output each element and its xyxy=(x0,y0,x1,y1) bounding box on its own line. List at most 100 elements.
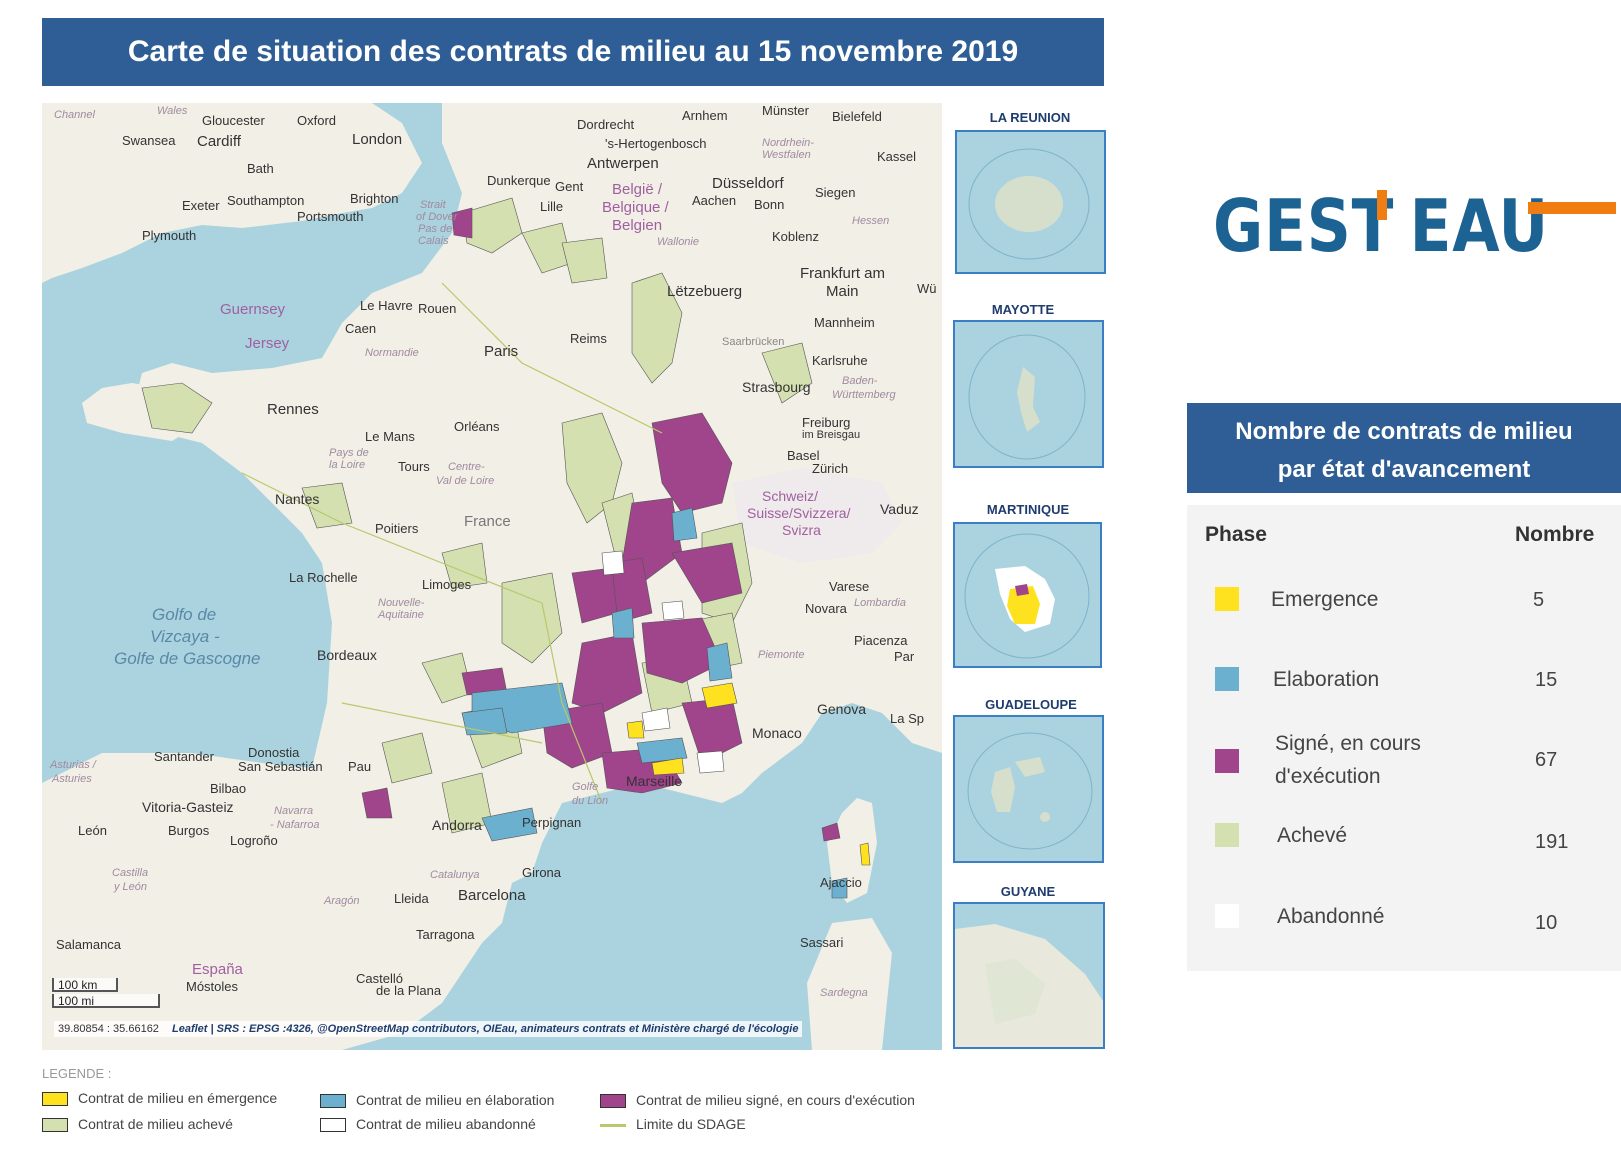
map-label-poitiers: Poitiers xyxy=(375,521,419,536)
contract-areas-signe xyxy=(361,207,841,842)
legend-swatch xyxy=(600,1094,626,1109)
map-label-donostia: Donostia xyxy=(248,745,300,760)
map-label-pau: Pau xyxy=(348,759,372,774)
map-label-wallonie: Wallonie xyxy=(657,236,699,248)
scale-mi: 100 mi xyxy=(52,994,160,1008)
inset-martinique[interactable] xyxy=(953,522,1102,668)
map-label-espana: España xyxy=(192,961,243,978)
logo-text: GEST EAU xyxy=(1213,184,1550,268)
map-label-san-sebastian: San Sebastián xyxy=(238,759,323,774)
map-label-catalunya: Catalunya xyxy=(430,869,480,881)
map-label-svizra: Svizra xyxy=(782,522,821,538)
map-label-london: London xyxy=(352,131,403,148)
inset-title-martinique: MARTINIQUE xyxy=(986,502,1070,517)
map-label-belgique: Belgique / xyxy=(602,199,669,216)
map-label-breisgau: im Breisgau xyxy=(802,429,861,441)
mayotte-map xyxy=(968,334,1086,460)
map-label-nouvelle: Nouvelle- xyxy=(378,597,425,609)
scale-km: 100 km xyxy=(52,978,118,992)
map-label-tours: Tours xyxy=(398,459,430,474)
inset-mayotte[interactable] xyxy=(953,320,1104,468)
map-label-frankfurt: Frankfurt am xyxy=(800,265,886,282)
map-label-pays-de: Pays de xyxy=(329,447,369,459)
map-label-dunkerque: Dunkerque xyxy=(487,173,551,188)
map-label-bath: Bath xyxy=(247,161,274,176)
map-label-bilbao: Bilbao xyxy=(210,781,247,796)
logo-orange-dash xyxy=(1528,202,1616,214)
inset-guadeloupe[interactable] xyxy=(953,715,1104,863)
stats-phase: Elaboration xyxy=(1273,668,1380,691)
map-label-mostoles: Móstoles xyxy=(186,979,239,994)
map-label-koblenz: Koblenz xyxy=(772,229,819,244)
stats-phase: Achevé xyxy=(1277,824,1348,847)
legend-signe: Contrat de milieu signé, en cours d'exéc… xyxy=(600,1092,915,1109)
legend-emergence: Contrat de milieu en émergence xyxy=(42,1090,277,1107)
map-label-la-sp: La Sp xyxy=(890,711,924,726)
map-label-suisse: Suisse/Svizzera/ xyxy=(747,505,851,521)
map-label-of-dover: of Dover xyxy=(416,211,458,223)
stats-col-phase: Phase xyxy=(1205,523,1267,546)
inset-guyane[interactable] xyxy=(953,902,1105,1049)
contract-areas-abandonne xyxy=(601,550,725,774)
stats-header: Nombre de contrats de milieu par état d'… xyxy=(1187,403,1621,493)
map-label-portsmouth: Portsmouth xyxy=(297,209,364,224)
map-label-perpignan: Perpignan xyxy=(522,815,582,830)
map-label-du-lion: du Lion xyxy=(572,795,609,807)
map-label-nafarroa: - Nafarroa xyxy=(270,819,320,831)
map-label-gascogne: Golfe de Gascogne xyxy=(114,649,261,668)
map-label-lombardia: Lombardia xyxy=(854,597,906,609)
inset-reunion[interactable] xyxy=(955,130,1106,274)
map-label-vizcaya: Vizcaya - xyxy=(150,627,220,646)
map-label-hessen: Hessen xyxy=(852,215,890,227)
map-label-vaduz: Vaduz xyxy=(880,501,919,517)
map-label-hertogenbosch: 's-Hertogenbosch xyxy=(605,136,707,151)
map-label-freiburg: Freiburg xyxy=(802,415,851,430)
stats-col-count: Nombre xyxy=(1515,523,1595,546)
map-label-nantes: Nantes xyxy=(275,491,320,507)
map-label-dordrecht: Dordrecht xyxy=(577,117,635,132)
map-label-gent: Gent xyxy=(555,179,584,194)
map-label-navarra: Navarra xyxy=(274,805,314,817)
map-label-baden: Baden- xyxy=(842,375,878,387)
corsica xyxy=(827,798,877,903)
map-label-saarbrucken: Saarbrücken xyxy=(722,336,785,348)
map-label-orleans: Orléans xyxy=(454,419,500,434)
stats-count: 67 xyxy=(1535,749,1558,771)
map-label-oxford: Oxford xyxy=(297,113,337,128)
map-label-golfo-de: Golfo de xyxy=(152,605,217,624)
map-label-leon: León xyxy=(78,823,107,838)
stats-header-line1: Nombre de contrats de milieu xyxy=(1235,418,1573,445)
map-label-centre: Centre- xyxy=(448,461,485,473)
map-label-gloucester: Gloucester xyxy=(202,113,265,128)
stats-swatch xyxy=(1215,823,1239,847)
map-credit[interactable]: Leaflet | SRS : EPSG :4326, @OpenStreetM… xyxy=(172,1023,799,1035)
map-label-asturies: Asturies xyxy=(52,773,92,785)
map-label-lille: Lille xyxy=(540,199,564,214)
map-label-ajaccio: Ajaccio xyxy=(820,875,862,890)
map-label-strasbourg: Strasbourg xyxy=(742,379,811,395)
map-label-bielefeld: Bielefeld xyxy=(832,109,882,124)
legend-acheve: Contrat de milieu achevé xyxy=(42,1116,233,1133)
map-label-y-leon: y León xyxy=(114,881,148,893)
stats-swatch xyxy=(1215,667,1239,691)
map-label-rouen: Rouen xyxy=(418,301,457,316)
map-label-schweiz: Schweiz/ xyxy=(762,488,819,504)
map-label-caen: Caen xyxy=(345,321,377,336)
stats-swatch xyxy=(1215,587,1239,611)
map-label-genova: Genova xyxy=(817,701,867,717)
legend-swatch xyxy=(42,1118,68,1133)
map-label-paris: Paris xyxy=(484,343,519,360)
map-label-tarragona: Tarragona xyxy=(416,927,475,942)
map-label-karlsruhe: Karlsruhe xyxy=(812,353,868,368)
main-map[interactable]: Wales Channel Gloucester Oxford Swansea … xyxy=(42,103,942,1050)
map-label-asturias: Asturias / xyxy=(50,759,96,771)
map-scale: 100 km 100 mi xyxy=(52,978,160,1008)
map-label-limoges: Limoges xyxy=(422,577,472,592)
map-coords: 39.80854 : 35.66162 xyxy=(58,1023,159,1035)
inset-title-guadeloupe: GUADELOUPE xyxy=(985,697,1077,712)
map-label-reims: Reims xyxy=(570,331,607,346)
map-label-burgos: Burgos xyxy=(168,823,210,838)
legend-elaboration: Contrat de milieu en élaboration xyxy=(320,1092,554,1109)
map-label-wales: Wales xyxy=(157,105,188,117)
map-label-main: Main xyxy=(826,283,859,300)
